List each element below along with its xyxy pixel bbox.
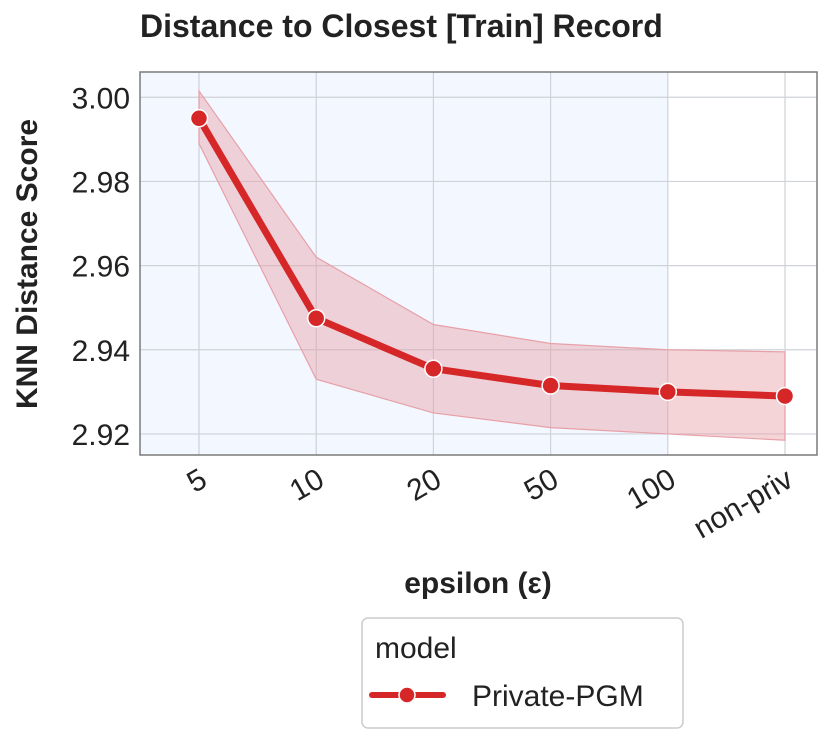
y-tick-label: 3.00 [72,82,130,115]
y-axis-label: KNN Distance Score [11,119,44,409]
x-axis-label: epsilon (ε) [404,567,552,600]
x-tick-label: 5 [182,462,213,499]
chart-title: Distance to Closest [Train] Record [140,8,663,44]
data-point [658,382,678,402]
data-point [189,109,209,128]
x-tick-label: 20 [401,462,446,507]
legend-marker-swatch [398,686,416,704]
series-line-private-pgm [195,114,789,400]
x-tick-label: 10 [284,462,329,507]
y-tick-label: 2.96 [72,251,130,284]
data-point [306,308,326,328]
data-point [424,359,443,378]
legend: model Private-PGM [361,617,684,729]
y-axis-ticks: 3.00 2.98 2.96 2.94 2.92 [72,82,130,452]
data-point [775,386,795,406]
x-tick-label: 100 [621,462,681,516]
legend-box [361,617,684,729]
data-point [541,376,560,395]
x-tick-label: non-priv [688,462,798,545]
plot-area [139,71,818,456]
confidence-band [198,89,786,441]
legend-label-private-pgm: Private-PGM [472,680,644,713]
y-tick-label: 2.92 [72,419,130,452]
x-axis-ticks: 5 10 20 50 100 non-priv [182,462,799,545]
legend-title: model [375,632,457,665]
y-tick-label: 2.94 [72,335,130,368]
x-tick-label: 50 [519,462,564,507]
series-points [189,109,795,406]
plot-frame [139,71,818,456]
grid-lines [140,72,817,455]
highlight-region [140,72,668,455]
y-tick-label: 2.98 [72,166,130,199]
